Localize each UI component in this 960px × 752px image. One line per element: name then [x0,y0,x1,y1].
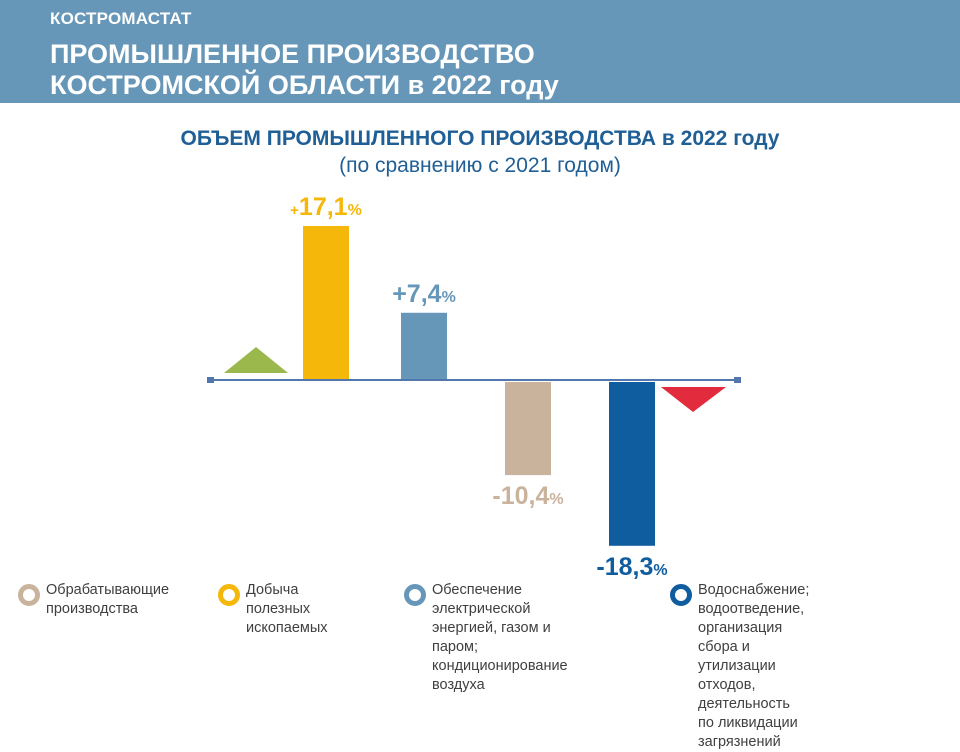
data-label-value: +7,4 [392,280,441,308]
page-title-line-2: КОСТРОМСКОЙ ОБЛАСТИ в 2022 году [50,70,559,100]
bar [303,225,349,379]
page-title: ПРОМЫШЛЕННОЕ ПРОИЗВОДСТВО КОСТРОМСКОЙ ОБ… [50,39,559,101]
data-label: -18,3% [596,553,667,581]
axis-end-marker-right [734,377,741,383]
bar [609,382,655,546]
increase-triangle-icon [224,347,288,373]
legend-ring-icon [18,584,40,606]
legend-label: Обрабатывающие производства [46,582,170,617]
data-label: +17,1% [290,193,362,221]
data-label: +7,4% [392,280,456,308]
legend-label: Добыча полезных ископаемых [246,582,328,636]
data-label-unit: % [549,491,563,508]
header-banner: КОСТРОМАСТАТ ПРОМЫШЛЕННОЕ ПРОИЗВОДСТВО К… [0,0,960,103]
legend-ring-icon [404,584,426,606]
page-title-line-1: ПРОМЫШЛЕННОЕ ПРОИЗВОДСТВО [50,39,535,69]
data-label-unit: % [653,562,667,579]
legend-ring-icon [670,584,692,606]
bar-chart: +17,1%+7,4%-10,4%-18,3% [207,193,741,581]
data-label-unit: % [348,202,362,219]
data-label-unit: % [442,289,456,306]
data-label-value: -18,3 [596,553,653,581]
chart-title: ОБЪЕМ ПРОМЫШЛЕННОГО ПРОИЗВОДСТВА в 2022 … [180,127,780,150]
decrease-triangle-icon [661,387,726,412]
data-label-sign: + [290,202,299,219]
legend-label: Обеспечение электрической энергией, газо… [432,582,568,693]
data-label-value: 17,1 [299,193,348,221]
data-label: -10,4% [492,482,563,510]
axis-end-marker-left [207,377,214,383]
chart-subtitle: (по сравнению с 2021 годом) [339,154,621,177]
bar [505,382,551,476]
legend-label: Водоснабжение; водоотведение, организаци… [698,582,810,750]
legend-ring-icon [218,584,240,606]
org-name: КОСТРОМАСТАТ [50,9,192,28]
bar [401,312,447,379]
data-label-value: -10,4 [492,482,549,510]
